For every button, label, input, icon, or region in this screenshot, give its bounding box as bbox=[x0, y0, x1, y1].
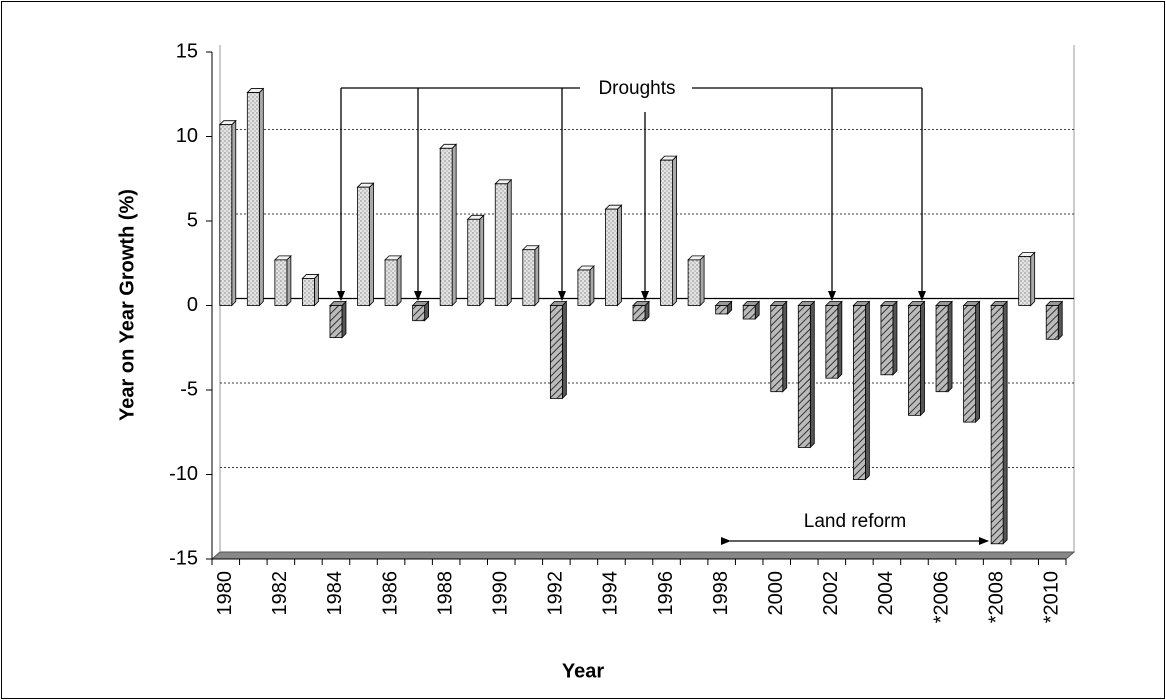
y-axis-title: Year on Year Growth (%) bbox=[116, 189, 138, 421]
x-axis-title: Year bbox=[562, 660, 604, 682]
droughts-annotation bbox=[337, 87, 989, 545]
x-tick-label: 2004 bbox=[875, 571, 897, 616]
y-tick-label: 5 bbox=[187, 209, 198, 231]
bar bbox=[797, 305, 811, 448]
x-tick-label: 1980 bbox=[214, 571, 236, 616]
bar-side bbox=[589, 265, 595, 307]
bar bbox=[357, 186, 370, 306]
bar-side bbox=[506, 178, 512, 307]
bar bbox=[605, 208, 618, 306]
bar-side bbox=[975, 300, 980, 424]
bar bbox=[1018, 256, 1032, 306]
bar bbox=[935, 305, 949, 393]
y-tick-label: -5 bbox=[180, 378, 198, 400]
bar-side bbox=[286, 254, 292, 307]
bar bbox=[908, 305, 921, 416]
bar bbox=[990, 305, 1004, 545]
bar bbox=[687, 259, 701, 306]
bar-side bbox=[1030, 251, 1036, 307]
y-tick-label: -15 bbox=[169, 547, 198, 569]
x-tick-label: *2010 bbox=[1041, 571, 1063, 623]
x-tick-label: 2002 bbox=[820, 571, 842, 616]
bar-side bbox=[561, 300, 567, 400]
y-tick-label: -10 bbox=[169, 463, 198, 485]
bar bbox=[494, 183, 508, 306]
y-tick-label: 10 bbox=[176, 125, 198, 147]
bar bbox=[660, 159, 673, 306]
x-tick-label: 1986 bbox=[379, 571, 401, 616]
bar bbox=[880, 305, 894, 376]
y-tick-label: 15 bbox=[176, 40, 198, 62]
bar bbox=[715, 305, 729, 315]
x-tick-label: 1984 bbox=[324, 571, 346, 616]
bar bbox=[246, 92, 260, 306]
bar-side bbox=[396, 254, 402, 307]
bar bbox=[963, 305, 976, 423]
plot-area: -15 -10 -5 0 5 10 15 1980 1982 1984 1986 1988 1990 19… bbox=[169, 40, 1076, 623]
bar bbox=[522, 249, 536, 306]
bar-side bbox=[672, 155, 677, 307]
bar-side bbox=[699, 254, 705, 307]
x-tick-label: 1992 bbox=[545, 571, 567, 616]
bar bbox=[825, 305, 839, 379]
y-tick-label: 0 bbox=[187, 294, 198, 316]
x-tick-label: 1998 bbox=[710, 571, 732, 616]
bar bbox=[329, 305, 343, 339]
bar bbox=[439, 147, 453, 306]
bar-side bbox=[782, 300, 788, 393]
bar bbox=[852, 305, 866, 480]
bar bbox=[770, 305, 784, 393]
annotation: Land reform bbox=[804, 511, 906, 532]
bar-side bbox=[451, 143, 457, 307]
bar bbox=[467, 218, 481, 306]
x-tick-label: 2000 bbox=[765, 571, 787, 616]
annotation: Droughts bbox=[598, 78, 675, 99]
bar-side bbox=[479, 214, 485, 307]
x-tick-label: 1990 bbox=[490, 571, 512, 616]
bar-side bbox=[341, 300, 347, 339]
bar bbox=[302, 278, 315, 306]
bar bbox=[549, 305, 563, 399]
bar-side bbox=[947, 300, 953, 393]
bar-side bbox=[892, 300, 898, 376]
x-tick-label: 1988 bbox=[434, 571, 456, 616]
bar bbox=[577, 269, 591, 306]
x-tick-label: 1996 bbox=[655, 571, 677, 616]
x-tick-label: *2006 bbox=[930, 571, 952, 623]
bar-side bbox=[864, 300, 870, 481]
bar-side bbox=[617, 204, 622, 307]
bar bbox=[1045, 305, 1059, 340]
bar-side bbox=[314, 273, 319, 307]
bar bbox=[412, 305, 426, 322]
bar bbox=[632, 305, 646, 322]
bar-side bbox=[837, 300, 843, 380]
bar-side bbox=[809, 300, 815, 449]
bar bbox=[274, 259, 288, 306]
bar bbox=[384, 259, 398, 306]
floor bbox=[210, 551, 1076, 560]
x-tick-label: *2008 bbox=[985, 571, 1007, 623]
bar-side bbox=[258, 87, 264, 307]
bar-side bbox=[369, 182, 374, 307]
bar bbox=[219, 124, 233, 306]
bar-side bbox=[1002, 300, 1008, 545]
bar bbox=[742, 305, 756, 320]
x-tick-label: 1994 bbox=[600, 571, 622, 616]
bar-side bbox=[1057, 300, 1063, 341]
bar-side bbox=[231, 119, 237, 307]
x-tick-label: 1982 bbox=[269, 571, 291, 616]
bar-side bbox=[534, 244, 540, 307]
bar-side bbox=[920, 300, 925, 417]
